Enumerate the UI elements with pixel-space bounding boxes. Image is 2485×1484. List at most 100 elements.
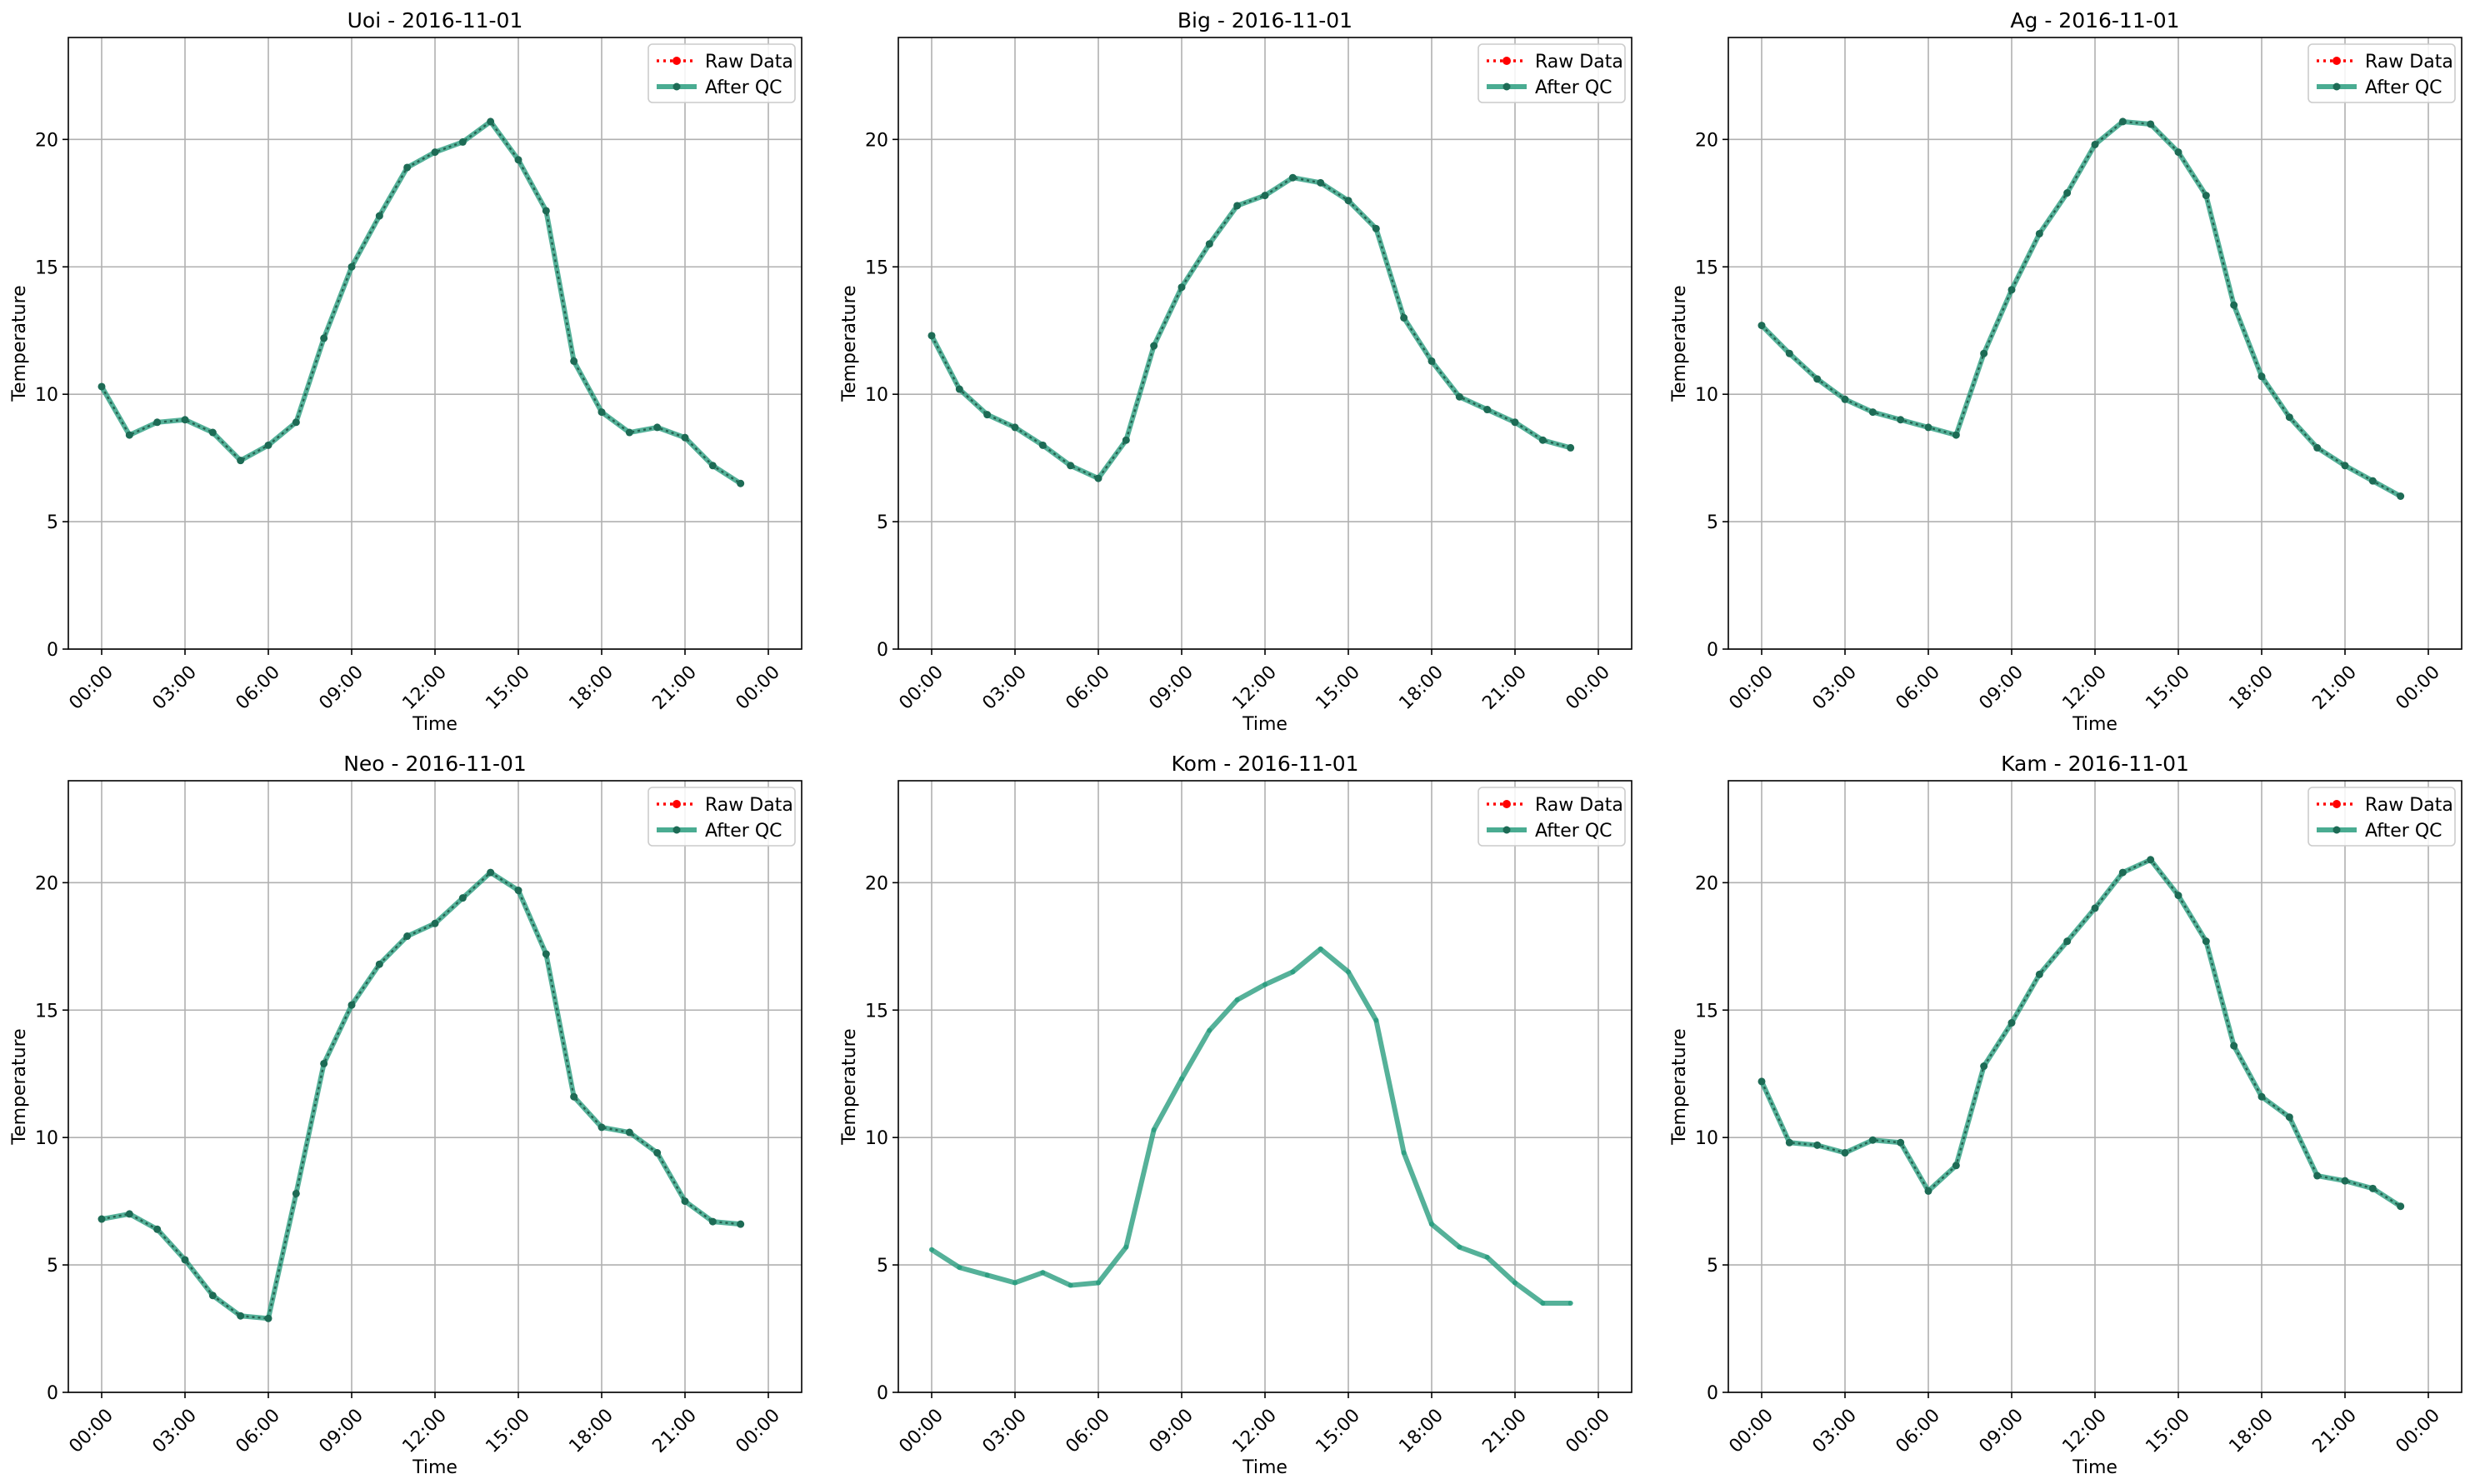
data-point <box>1897 416 1905 424</box>
series-line-raw-data <box>101 871 741 1320</box>
data-point <box>98 1215 106 1223</box>
data-point <box>2368 477 2377 485</box>
data-point <box>375 212 383 220</box>
y-tick-label: 5 <box>877 512 888 533</box>
data-point <box>181 416 189 424</box>
y-axis-label: Temperature <box>9 285 30 402</box>
legend: Raw Data After QC <box>2308 787 2456 847</box>
data-point <box>1512 1280 1518 1286</box>
data-point <box>125 431 133 439</box>
data-point <box>1400 313 1408 322</box>
x-tick-label: 06:00 <box>232 1405 284 1457</box>
data-point <box>1841 1149 1849 1157</box>
x-tick-label: 18:00 <box>565 662 618 714</box>
data-point <box>1428 357 1436 365</box>
data-point <box>375 960 383 968</box>
subplot-4: 00:00 03:00 06:00 09:00 12:00 15:00 18:00 21:00… <box>9 752 802 1478</box>
chart-title: Kom - 2016-11-01 <box>1172 752 1359 776</box>
data-point <box>1205 240 1213 248</box>
data-point <box>681 1197 689 1206</box>
x-axis-label: Time <box>1242 1457 1288 1478</box>
y-tick-label: 15 <box>865 1001 888 1022</box>
chart-title: Uoi - 2016-11-01 <box>348 8 523 32</box>
chart-title: Big - 2016-11-01 <box>1178 8 1352 32</box>
x-tick-label: 03:00 <box>148 662 201 714</box>
data-point <box>2202 937 2210 946</box>
data-point <box>1484 1254 1490 1260</box>
data-point <box>1094 474 1102 482</box>
data-point <box>1813 1141 1822 1149</box>
legend-marker-after-qc <box>2332 82 2341 91</box>
x-tick-label: 12:00 <box>2058 1405 2111 1457</box>
x-tick-label: 15:00 <box>482 662 534 714</box>
data-point <box>264 441 272 449</box>
y-tick-label: 20 <box>865 130 888 151</box>
data-point <box>1261 192 1269 200</box>
x-tick-label: 09:00 <box>1145 1405 1198 1457</box>
data-point <box>98 382 106 391</box>
data-point <box>487 868 495 877</box>
data-point <box>1538 436 1547 444</box>
x-tick-label: 00:00 <box>65 662 118 714</box>
data-point <box>2397 1202 2405 1211</box>
legend-marker-after-qc <box>1502 826 1511 834</box>
data-point <box>2147 120 2155 128</box>
legend: Raw Data After QC <box>648 787 796 847</box>
x-axis-label: Time <box>1242 714 1288 735</box>
data-point <box>320 334 328 342</box>
legend-label-raw-data: Raw Data <box>2365 52 2453 72</box>
y-tick-label: 10 <box>865 1128 888 1149</box>
legend-marker-raw-data <box>672 800 681 808</box>
x-tick-label: 18:00 <box>2225 662 2278 714</box>
data-point <box>431 148 439 157</box>
data-point <box>2091 904 2099 912</box>
x-tick-label: 00:00 <box>1725 662 1778 714</box>
data-point <box>955 385 963 393</box>
y-tick-label: 10 <box>1695 385 1718 406</box>
data-point <box>1317 178 1325 187</box>
data-point <box>2258 372 2266 381</box>
series-line-after-qc <box>1759 857 2402 1209</box>
x-tick-label: 15:00 <box>1312 1405 1364 1457</box>
y-axis-label: Temperature <box>839 1028 860 1145</box>
subplot-5: 00:00 03:00 06:00 09:00 12:00 15:00 18:00 21:00… <box>839 752 1632 1478</box>
y-tick-label: 5 <box>47 1256 58 1277</box>
legend: Raw Data After QC <box>1478 43 1626 103</box>
data-point <box>2008 1019 2016 1027</box>
data-point <box>1318 946 1323 952</box>
data-point <box>2174 148 2182 157</box>
legend-label-after-qc: After QC <box>2365 77 2442 98</box>
data-point <box>2118 117 2127 126</box>
data-point <box>1540 1300 1546 1306</box>
legend-label-after-qc: After QC <box>1535 77 1612 98</box>
data-point <box>1457 1244 1462 1250</box>
y-axis-label: Temperature <box>1669 285 1690 402</box>
data-point <box>1758 1077 1766 1086</box>
data-point <box>1372 224 1380 232</box>
y-tick-label: 20 <box>1695 130 1718 151</box>
y-tick-label: 20 <box>35 130 58 151</box>
data-point <box>181 1256 189 1264</box>
legend-marker-raw-data <box>1502 57 1511 65</box>
data-point <box>2313 1172 2322 1180</box>
data-point <box>1897 1138 1905 1147</box>
y-tick-label: 15 <box>1695 1001 1718 1022</box>
x-tick-label: 00:00 <box>2392 1405 2444 1457</box>
x-tick-label: 00:00 <box>65 1405 118 1457</box>
data-point <box>1179 1076 1184 1082</box>
x-tick-label: 06:00 <box>1892 1405 1944 1457</box>
x-tick-label: 09:00 <box>315 1405 368 1457</box>
data-point <box>1568 1300 1573 1306</box>
x-tick-label: 09:00 <box>315 662 368 714</box>
x-tick-label: 12:00 <box>1228 1405 1281 1457</box>
legend-marker-raw-data <box>672 57 681 65</box>
series-line-after-qc <box>930 946 1571 1306</box>
legend-label-raw-data: Raw Data <box>2365 795 2453 816</box>
data-point <box>1234 997 1240 1003</box>
data-point <box>1980 1062 1988 1071</box>
x-tick-label: 09:00 <box>1145 662 1198 714</box>
data-point <box>737 479 745 487</box>
x-tick-label: 21:00 <box>1478 1405 1531 1457</box>
subplot-3: 00:00 03:00 06:00 09:00 12:00 15:00 18:00 21:00… <box>1669 8 2462 735</box>
data-point <box>1785 349 1793 357</box>
